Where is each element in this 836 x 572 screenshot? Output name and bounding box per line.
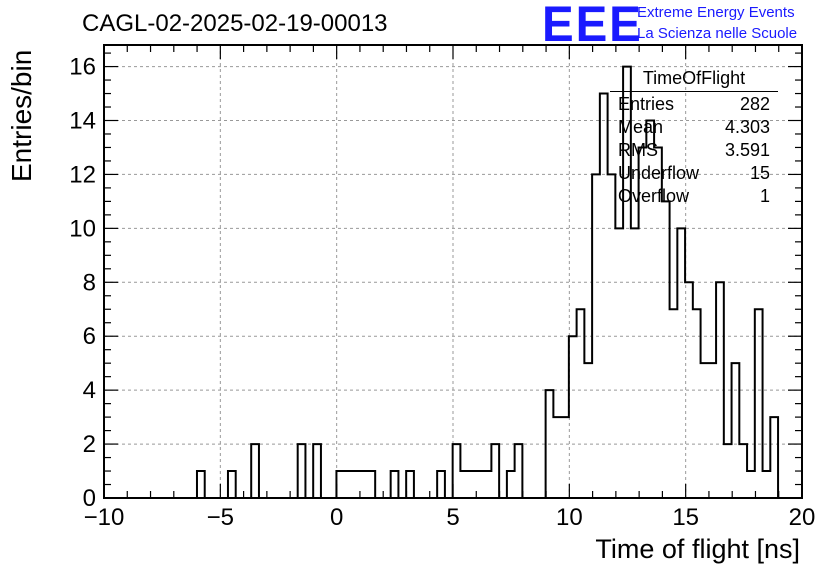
- stats-row-overflow: Overflow 1: [610, 185, 778, 208]
- stats-row-underflow: Underflow 15: [610, 162, 778, 185]
- x-tick-label: −5: [207, 504, 234, 531]
- stats-label: Underflow: [618, 163, 700, 183]
- eee-logo: EEE: [542, 0, 643, 52]
- x-tick-label: 20: [789, 504, 816, 531]
- eee-logo-line2: La Scienza nelle Scuole: [637, 25, 798, 42]
- stats-value: 1: [759, 186, 770, 206]
- x-tick-label: 10: [556, 504, 583, 531]
- axis-ticks: [103, 45, 803, 499]
- stats-value: 3.591: [724, 140, 770, 160]
- eee-logo-line1: Extreme Energy Events: [637, 4, 795, 21]
- stats-value: 282: [739, 94, 770, 114]
- stats-value: 4.303: [724, 117, 770, 137]
- y-tick-label: 10: [69, 215, 96, 242]
- stats-label: RMS: [618, 140, 658, 160]
- y-tick-label: 12: [69, 161, 96, 188]
- y-tick-label: 16: [69, 54, 96, 81]
- y-axis-label: Entries/bin: [6, 49, 37, 182]
- y-tick-label: 2: [83, 431, 96, 458]
- x-axis-label: Time of flight [ns]: [595, 534, 800, 564]
- stats-label: Overflow: [618, 186, 690, 206]
- histogram-series: [104, 65, 802, 499]
- stats-box: TimeOfFlight Entries 282 Mean 4.303 RMS …: [610, 68, 778, 208]
- y-axis-label-wrap: Entries/bin: [6, 50, 37, 192]
- plot-title: CAGL-02-2025-02-19-00013: [82, 10, 388, 37]
- x-tick-label: 0: [330, 504, 343, 531]
- grid-lines: [104, 45, 802, 498]
- x-tick-label: 15: [672, 504, 699, 531]
- x-tick-label: −10: [84, 504, 125, 531]
- stats-box-title: TimeOfFlight: [610, 68, 778, 92]
- stats-label: Mean: [618, 117, 664, 137]
- stats-row-entries: Entries 282: [610, 93, 778, 116]
- x-tick-label: 5: [446, 504, 459, 531]
- stats-row-rms: RMS 3.591: [610, 139, 778, 162]
- y-tick-label: 14: [69, 108, 96, 135]
- y-tick-label: 6: [83, 323, 96, 350]
- stats-value: 15: [749, 163, 770, 183]
- y-tick-label: 8: [83, 269, 96, 296]
- axis-tick-labels: −10 −5 0 5 10 15 20 0 2 4 6 8 10 12 14 16: [69, 54, 815, 531]
- y-tick-label: 0: [83, 485, 96, 512]
- y-tick-label: 4: [83, 377, 96, 404]
- stats-row-mean: Mean 4.303: [610, 116, 778, 139]
- stats-label: Entries: [618, 94, 675, 114]
